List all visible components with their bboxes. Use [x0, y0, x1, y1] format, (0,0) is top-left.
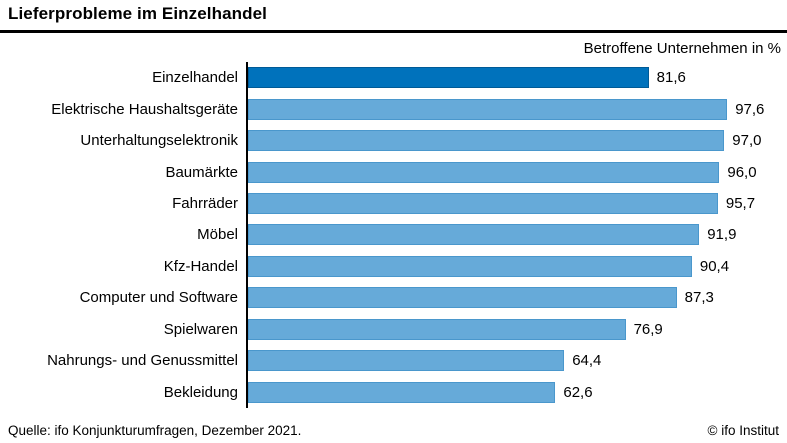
- bar-row: Fahrräder 95,7: [0, 187, 787, 220]
- source-note: Quelle: ifo Konjunkturumfragen, Dezember…: [8, 423, 302, 438]
- bar-row: Nahrungs- und Genussmittel 64,4: [0, 345, 787, 377]
- bar: [248, 98, 728, 120]
- value-label: 76,9: [633, 320, 663, 338]
- bar: [248, 287, 677, 309]
- category-label: Fahrräder: [172, 195, 238, 213]
- bar: [248, 350, 565, 372]
- value-label: 91,9: [707, 226, 737, 244]
- bar-track: 96,0: [246, 156, 787, 188]
- bar-track: 81,6: [246, 62, 787, 94]
- bar-track: 87,3: [246, 282, 787, 314]
- value-label: 81,6: [656, 69, 686, 87]
- copyright-note: © ifo Institut: [707, 423, 779, 438]
- category-label: Elektrische Haushaltsgeräte: [51, 100, 238, 118]
- value-label: 62,6: [563, 383, 593, 401]
- category-label: Kfz-Handel: [163, 257, 238, 275]
- value-label: 97,0: [732, 132, 762, 150]
- bar-row: Elektrische Haushaltsgeräte 97,6: [0, 93, 787, 125]
- bar-chart-plot-area: Einzelhandel 81,6 Elektrische Haushaltsger…: [0, 62, 787, 408]
- bar: [248, 381, 556, 403]
- bar: [248, 130, 725, 152]
- bar: [248, 161, 720, 183]
- bar-track: 76,9: [246, 313, 787, 346]
- bar-row: Computer und Software 87,3: [0, 282, 787, 314]
- bar-track: 62,6: [246, 376, 787, 408]
- bar-row: Spielwaren 76,9: [0, 313, 787, 346]
- bar-track: 97,6: [246, 93, 787, 125]
- bar-row: Unterhaltungselektronik 97,0: [0, 124, 787, 157]
- bar-row: Bekleidung 62,6: [0, 376, 787, 408]
- category-label: Einzelhandel: [152, 69, 238, 87]
- bar-row: Möbel 91,9: [0, 219, 787, 251]
- category-label: Spielwaren: [163, 320, 238, 338]
- chart-subtitle: Betroffene Unternehmen in %: [583, 40, 781, 57]
- bar-track: 64,4: [246, 345, 787, 377]
- category-label: Baumärkte: [165, 163, 238, 181]
- bar-track: 97,0: [246, 124, 787, 157]
- chart-footer: Quelle: ifo Konjunkturumfragen, Dezember…: [0, 423, 787, 438]
- category-label: Bekleidung: [163, 383, 238, 401]
- bar-row: Baumärkte 96,0: [0, 156, 787, 188]
- category-label: Möbel: [197, 226, 238, 244]
- bar: [248, 224, 700, 246]
- value-label: 95,7: [725, 195, 756, 213]
- bar: [248, 318, 626, 340]
- bar: [248, 255, 692, 277]
- bar-track: 91,9: [246, 219, 787, 251]
- value-label: 90,4: [699, 257, 730, 275]
- chart-title: Lieferprobleme im Einzelhandel: [8, 4, 268, 23]
- bar-highlighted: [248, 67, 649, 89]
- bar: [248, 193, 718, 215]
- bar-row: Einzelhandel 81,6: [0, 62, 787, 94]
- value-label: 64,4: [572, 352, 602, 370]
- category-label: Computer und Software: [79, 289, 238, 307]
- category-label: Nahrungs- und Genussmittel: [47, 352, 238, 370]
- title-divider-line: [0, 30, 787, 33]
- bar-row: Kfz-Handel 90,4: [0, 250, 787, 283]
- bar-track: 95,7: [246, 187, 787, 220]
- value-label: 97,6: [735, 100, 765, 118]
- value-label: 87,3: [684, 289, 714, 307]
- category-label: Unterhaltungselektronik: [80, 132, 238, 150]
- value-label: 96,0: [727, 163, 757, 181]
- bar-track: 90,4: [246, 250, 787, 283]
